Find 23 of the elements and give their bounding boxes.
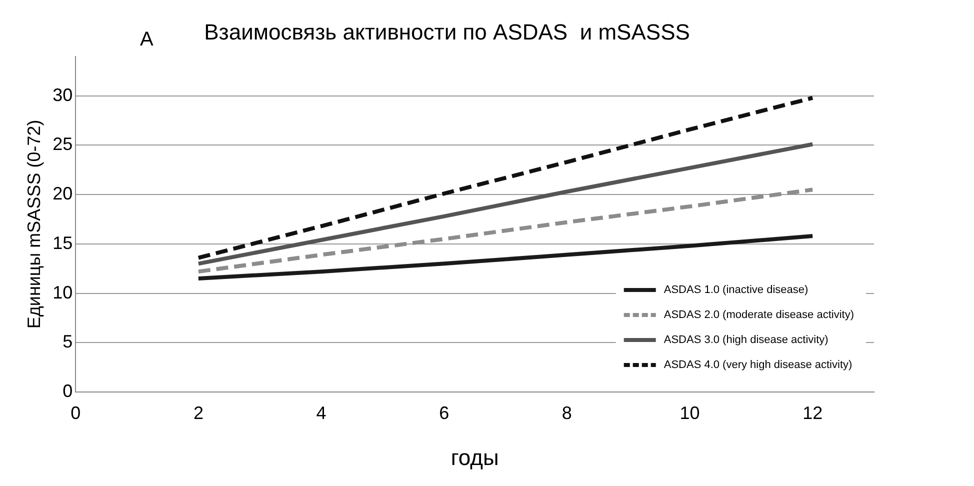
text: A [140, 28, 154, 51]
y-tick-label: 0 [62, 380, 73, 401]
y-tick-label: 10 [52, 282, 73, 302]
x-tick-label: 2 [193, 402, 204, 423]
legend-label: ASDAS 4.0 (very high disease activity) [664, 359, 852, 372]
x-tick-label: 8 [562, 402, 572, 423]
chart-title: Взаимосвязь активности по ASDAS и mSASSS [204, 19, 690, 44]
y-tick-label: 20 [52, 184, 73, 204]
legend-label: ASDAS 1.0 (inactive disease) [664, 284, 808, 296]
line-series [196, 188, 815, 274]
x-tick-label: 10 [680, 402, 700, 423]
y-tick-label: 5 [62, 332, 73, 352]
x-tick-label: 6 [439, 402, 450, 423]
x-tick-label: 12 [802, 402, 823, 423]
x-tick-label: 4 [316, 402, 326, 423]
y-axis-title: Единицы mSASSS (0-72) [24, 120, 44, 329]
line-series [196, 96, 815, 260]
y-tick-label: 15 [52, 232, 73, 253]
y-tick-label: 25 [52, 134, 73, 154]
legend-label: ASDAS 3.0 (high disease activity) [664, 334, 828, 346]
legend-label: ASDAS 2.0 (moderate disease activity) [664, 309, 854, 322]
y-tick-label: 30 [52, 84, 73, 105]
x-axis-title: годы [450, 444, 499, 470]
